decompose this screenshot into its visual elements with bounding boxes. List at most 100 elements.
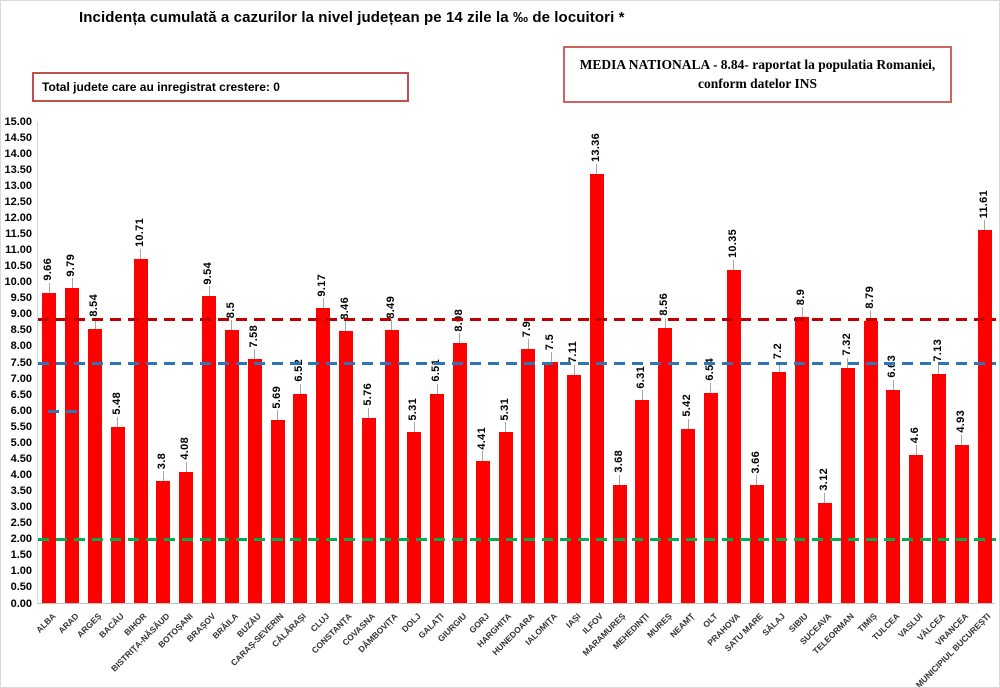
bar-label-leader-line	[231, 319, 233, 330]
bar-vaslui	[909, 455, 924, 603]
bar-satu-mare	[749, 485, 764, 603]
bar-value-label: 10.35	[726, 229, 739, 259]
bar-mehedinți	[635, 400, 650, 603]
y-axis-tick-label: 15.00	[4, 115, 32, 128]
bar-bihor	[133, 258, 148, 603]
bar-label-leader-line	[505, 422, 507, 433]
y-axis-tick-label: 7.50	[10, 356, 32, 369]
bar-label-leader-line	[162, 470, 164, 481]
bar-prahova	[726, 270, 741, 603]
bar-value-label: 7.9	[521, 320, 534, 338]
bar-label-leader-line	[436, 383, 438, 394]
bar-label-leader-line	[778, 361, 780, 372]
y-axis-tick-label: 2.50	[10, 517, 32, 530]
y-axis-tick-label: 7.00	[10, 372, 32, 385]
bar-caraș-severin	[270, 420, 285, 603]
y-axis-tick-label: 12.50	[4, 195, 32, 208]
y-axis-tick-label: 3.50	[10, 485, 32, 498]
bar-value-label: 7.2	[772, 343, 785, 360]
bar-label-leader-line	[984, 219, 986, 230]
y-axis-tick-label: 4.50	[10, 452, 32, 465]
bar-giurgiu	[452, 343, 467, 603]
bar-label-leader-line	[938, 363, 940, 374]
bar-value-label: 7.5	[544, 333, 557, 350]
y-axis-tick-label: 0.00	[10, 597, 32, 610]
bar-galați	[430, 393, 445, 603]
bar-municipiul-bucurești	[977, 229, 992, 603]
bar-value-label: 9.17	[316, 273, 329, 297]
bar-vrancea	[954, 444, 969, 603]
bar-value-label: 7.11	[567, 340, 580, 363]
bar-value-label: 8.46	[338, 296, 351, 320]
bar-botoșani	[179, 471, 194, 603]
bar-label-leader-line	[756, 475, 757, 486]
blue-reference-line	[38, 361, 996, 365]
bar-label-leader-line	[687, 418, 689, 429]
bar-teleorman	[840, 367, 855, 603]
y-axis-tick-label: 8.50	[10, 324, 32, 337]
bar-label-leader-line	[619, 474, 621, 485]
bar-value-label: 9.54	[202, 261, 215, 285]
bar-value-label: 4.93	[954, 409, 967, 433]
bar-value-label: 5.69	[270, 385, 283, 409]
bar-value-label: 3.66	[749, 450, 762, 474]
bar-covasna	[361, 417, 376, 603]
y-axis-tick-label: 13.50	[4, 163, 32, 176]
bar-label-leader-line	[527, 339, 529, 350]
bar-label-leader-line	[710, 382, 712, 393]
bar-label-leader-line	[368, 407, 370, 418]
bar-label-leader-line	[391, 320, 393, 331]
bar-label-leader-line	[185, 461, 187, 472]
x-axis-label: OLT	[700, 611, 719, 630]
y-axis-tick-label: 3.00	[10, 501, 32, 514]
bar-value-label: 5.48	[110, 392, 123, 415]
x-axis-label: ALBA	[33, 611, 58, 635]
y-axis-tick-label: 1.00	[10, 565, 32, 578]
bar-value-label: 8.9	[795, 288, 808, 306]
y-axis-tick-label: 12.00	[4, 211, 32, 224]
bar-label-leader-line	[870, 310, 872, 321]
bar-bistrița-năsăud	[156, 480, 171, 603]
bar-label-leader-line	[573, 364, 575, 375]
growth-info-label: Total judete care au inregistrat crester…	[42, 80, 280, 94]
y-axis-tick-label: 0.50	[10, 581, 32, 594]
bar-buzău	[247, 359, 262, 603]
bar-label-leader-line	[482, 451, 484, 462]
bar-label-leader-line	[345, 321, 347, 332]
bar-label-leader-line	[641, 390, 643, 401]
bar-value-label: 9.66	[42, 257, 55, 281]
bar-value-label: 11.61	[977, 189, 990, 218]
bar-label-leader-line	[801, 307, 803, 318]
bar-value-label: 3.8	[156, 452, 169, 469]
y-axis-tick-label: 10.00	[4, 276, 32, 289]
bar-value-label: 8.49	[384, 295, 397, 319]
y-axis-tick-label: 14.50	[4, 131, 32, 144]
bar-label-leader-line	[94, 318, 96, 329]
bar-label-leader-line	[733, 260, 735, 271]
y-axis-tick-label: 5.50	[10, 420, 32, 433]
bar-value-label: 7.13	[931, 339, 944, 362]
bar-label-leader-line	[915, 445, 917, 456]
bar-olt	[703, 392, 718, 603]
y-axis-tick-label: 13.00	[4, 179, 32, 192]
media-nationala-line	[38, 318, 996, 322]
bar-value-label: 8.54	[88, 293, 101, 317]
bar-călărași	[293, 393, 308, 603]
bar-sibiu	[795, 317, 810, 603]
growth-info-box: Total judete care au inregistrat crester…	[32, 72, 409, 102]
y-axis-tick-label: 6.50	[10, 388, 32, 401]
y-axis-tick-label: 9.00	[10, 308, 32, 321]
bar-label-leader-line	[322, 298, 324, 309]
bar-constanța	[338, 331, 353, 603]
x-axis-label: SĂLAJ	[760, 611, 788, 638]
bar-label-leader-line	[892, 379, 894, 390]
bar-argeș	[88, 328, 103, 603]
bar-label-leader-line	[824, 492, 826, 503]
bar-value-label: 5.31	[498, 397, 511, 421]
chart-title: Incidența cumulată a cazurilor la nivel …	[79, 9, 625, 26]
y-axis-tick-label: 8.00	[10, 340, 32, 353]
bar-timiș	[863, 320, 878, 603]
bar-ilfov	[589, 173, 604, 603]
green-reference-line	[38, 538, 996, 542]
bar-value-label: 7.32	[840, 333, 853, 356]
